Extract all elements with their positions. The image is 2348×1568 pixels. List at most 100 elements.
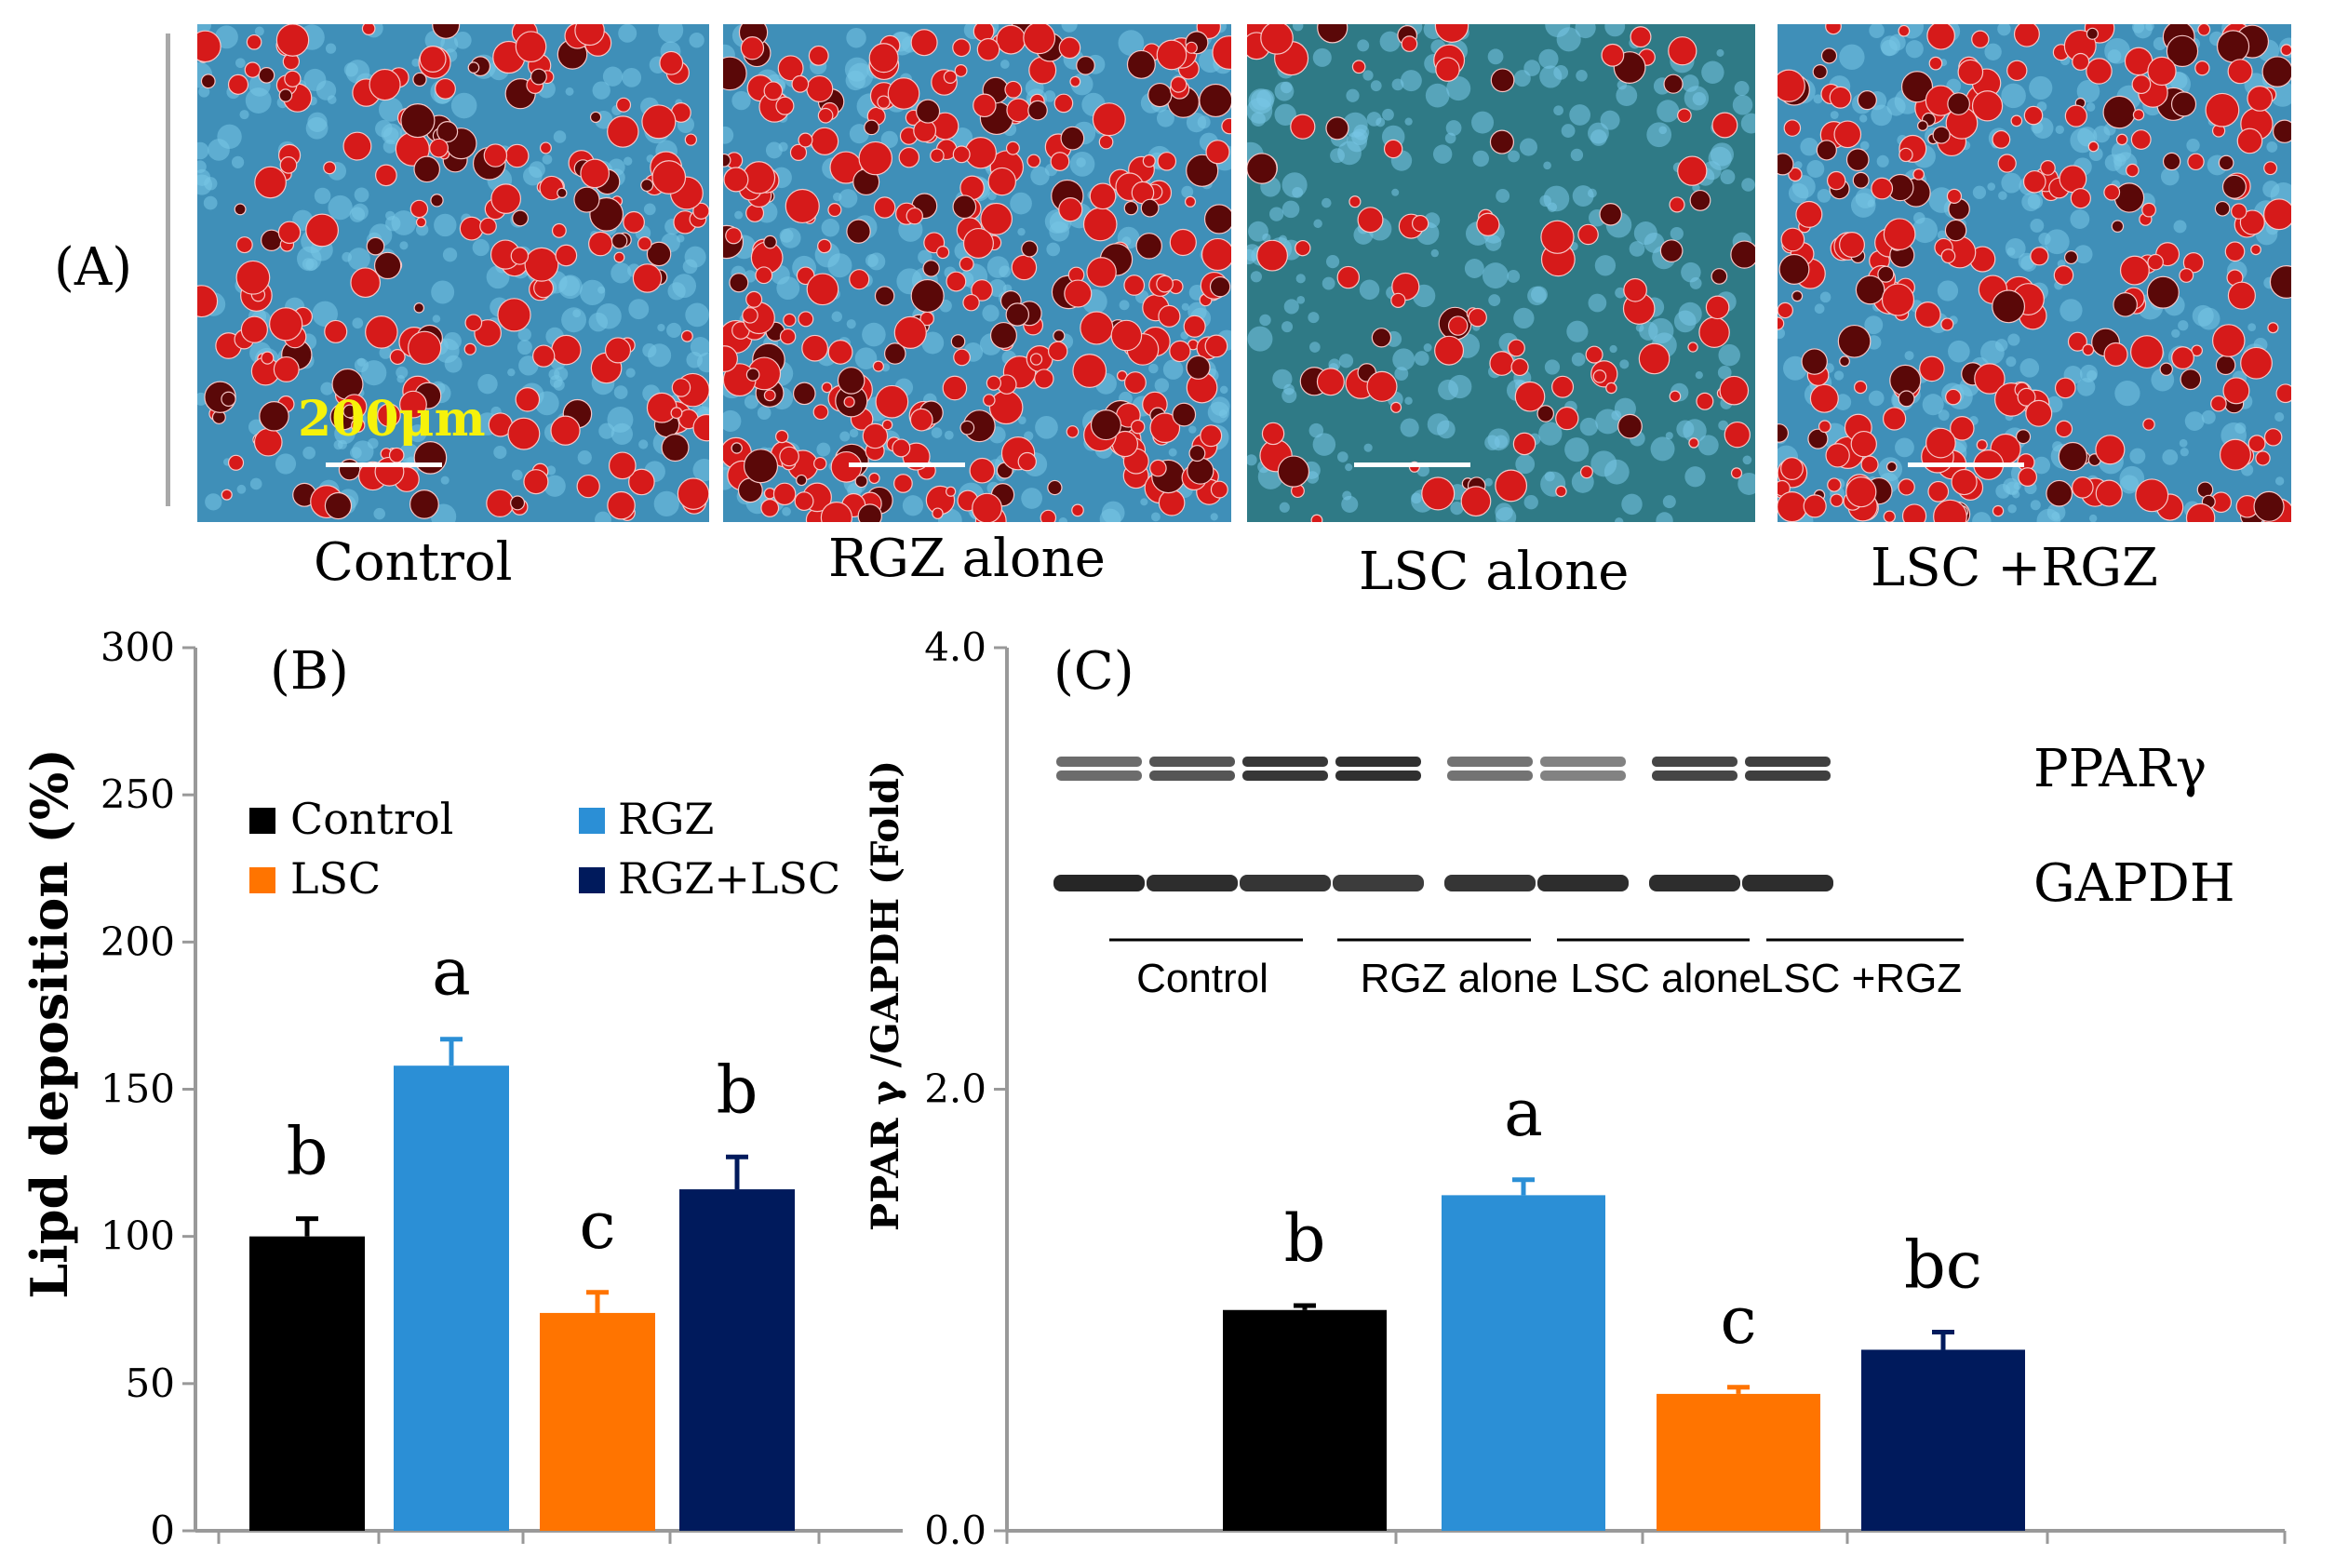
lipid-droplet bbox=[1659, 239, 1684, 262]
lipid-droplet bbox=[1705, 295, 1730, 320]
cell bbox=[361, 360, 387, 386]
lipid-droplet bbox=[2095, 435, 2126, 465]
cell bbox=[1370, 80, 1382, 92]
lipid-droplet bbox=[1976, 439, 1988, 451]
lipid-droplet bbox=[1050, 152, 1070, 171]
lipid-droplet bbox=[373, 251, 402, 280]
cell bbox=[1817, 189, 1831, 203]
lipid-droplet bbox=[1677, 155, 1708, 186]
cell bbox=[602, 66, 624, 87]
cell bbox=[1937, 280, 1959, 302]
cell bbox=[816, 442, 831, 457]
lipid-droplet bbox=[827, 340, 853, 365]
lipid-droplet bbox=[608, 451, 637, 480]
lipid-droplet bbox=[2082, 343, 2095, 356]
lipid-droplet bbox=[1778, 153, 1794, 176]
y-tick-label: 2.0 bbox=[924, 1066, 986, 1112]
legend-swatch-lsc bbox=[249, 867, 275, 893]
lipid-droplet bbox=[821, 382, 833, 394]
cell bbox=[453, 31, 472, 49]
cell bbox=[2180, 448, 2189, 457]
cell bbox=[1952, 439, 1967, 454]
lipid-droplet bbox=[1186, 154, 1219, 187]
lipid-droplet bbox=[2086, 58, 2113, 85]
lipid-droplet bbox=[1623, 277, 1647, 302]
cell bbox=[2274, 411, 2285, 422]
lipid-droplet bbox=[640, 179, 654, 193]
cell bbox=[638, 439, 649, 449]
lipid-droplet bbox=[2070, 188, 2091, 209]
cell bbox=[1313, 219, 1322, 229]
lipid-droplet bbox=[1730, 467, 1743, 479]
cell bbox=[1556, 27, 1581, 52]
lipid-droplet bbox=[794, 491, 814, 512]
cell bbox=[622, 67, 642, 87]
cell bbox=[1021, 488, 1043, 509]
ppar-band-upper bbox=[1335, 757, 1421, 767]
cell bbox=[1488, 294, 1501, 307]
cell bbox=[1295, 274, 1306, 284]
lipid-droplet bbox=[812, 404, 829, 421]
cell bbox=[1732, 94, 1753, 115]
lipid-droplet bbox=[1837, 324, 1872, 358]
lipid-droplet bbox=[1599, 202, 1622, 226]
lipid-droplet bbox=[763, 235, 777, 249]
cell bbox=[2079, 364, 2099, 382]
lipid-droplet bbox=[1507, 339, 1525, 357]
lipid-droplet bbox=[375, 164, 397, 187]
lipid-droplet bbox=[436, 121, 459, 143]
cell bbox=[731, 90, 751, 111]
lipid-droplet bbox=[1086, 257, 1117, 288]
lipid-droplet bbox=[2159, 362, 2173, 376]
cell bbox=[862, 322, 886, 347]
cell bbox=[1181, 302, 1189, 311]
ppar-band-upper bbox=[1540, 757, 1626, 767]
lipid-droplet bbox=[515, 31, 547, 63]
lipid-droplet bbox=[1668, 36, 1697, 66]
cell bbox=[197, 141, 209, 160]
lipid-droplet bbox=[1820, 47, 1838, 64]
cell bbox=[1575, 24, 1596, 39]
lipid-droplet bbox=[234, 203, 247, 216]
lipid-droplet bbox=[641, 104, 677, 140]
cell bbox=[1154, 378, 1170, 393]
cell bbox=[1400, 418, 1419, 437]
lipid-droplet bbox=[555, 244, 578, 267]
cell bbox=[1800, 138, 1818, 156]
lipid-droplet bbox=[972, 492, 1003, 522]
lipid-droplet bbox=[1898, 478, 1915, 496]
cell bbox=[1543, 161, 1551, 170]
lipid-droplet bbox=[1325, 116, 1349, 141]
lipid-droplet bbox=[2197, 24, 2211, 36]
cell bbox=[327, 95, 337, 104]
lipid-droplet bbox=[846, 219, 871, 244]
cell bbox=[2073, 245, 2093, 264]
y-tick-label: 0 bbox=[150, 1508, 175, 1553]
lipid-droplet bbox=[2040, 160, 2056, 176]
cell bbox=[367, 437, 379, 449]
cell bbox=[2076, 378, 2096, 396]
cell bbox=[782, 506, 791, 516]
cell bbox=[1972, 512, 1992, 522]
cell bbox=[1576, 70, 1588, 82]
lipid-droplet bbox=[2006, 60, 2028, 82]
lipid-droplet bbox=[2218, 154, 2234, 171]
lipid-droplet bbox=[1855, 275, 1885, 305]
cell bbox=[432, 315, 441, 323]
ppar-band-lower bbox=[1056, 771, 1142, 781]
lipid-droplet bbox=[324, 491, 353, 520]
lipid-droplet bbox=[2267, 322, 2279, 334]
lipid-droplet bbox=[227, 74, 249, 95]
lipid-droplet bbox=[2131, 74, 2152, 95]
lipid-droplet bbox=[996, 24, 1026, 55]
legend-label-lsc: LSC bbox=[290, 853, 381, 904]
lipid-droplet bbox=[1825, 24, 1842, 35]
lipid-droplet bbox=[684, 133, 698, 146]
cell bbox=[628, 299, 650, 320]
lipid-droplet bbox=[820, 501, 853, 522]
lipid-droplet bbox=[1123, 200, 1139, 216]
cell bbox=[1394, 367, 1409, 382]
cell bbox=[354, 187, 369, 203]
cell bbox=[1312, 47, 1332, 67]
lipid-droplet bbox=[987, 167, 1017, 196]
